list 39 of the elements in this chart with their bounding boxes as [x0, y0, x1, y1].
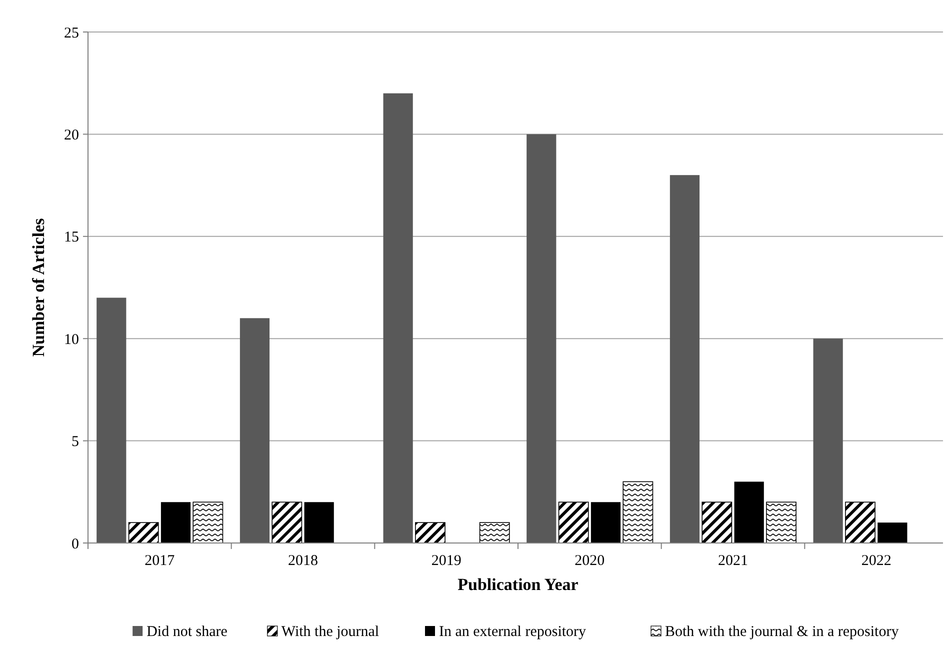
- y-tick-label: 10: [64, 332, 79, 348]
- bar: [479, 522, 510, 544]
- x-axis-title: Publication Year: [458, 575, 579, 594]
- bar: [813, 338, 843, 543]
- bar: [415, 522, 446, 544]
- bar: [96, 298, 126, 543]
- bar: [845, 502, 876, 544]
- x-tick-label: 2021: [718, 553, 748, 569]
- x-tick-label: 2022: [861, 553, 892, 569]
- y-tick-label: 0: [72, 536, 79, 552]
- bar: [878, 522, 908, 543]
- x-tick-label: 2020: [574, 553, 605, 569]
- bar: [304, 502, 334, 543]
- bar: [558, 502, 589, 544]
- bar: [702, 502, 732, 544]
- bar: [383, 93, 413, 543]
- legend-label: Both with the journal & in a repository: [665, 624, 900, 640]
- bar: [734, 482, 764, 543]
- bar: [766, 502, 796, 544]
- bar: [670, 175, 700, 543]
- bar: [160, 502, 191, 543]
- y-tick-label: 20: [64, 127, 79, 144]
- bar: [622, 481, 654, 544]
- bar: [590, 502, 621, 543]
- legend-label: In an external repository: [439, 624, 587, 640]
- bar: [272, 502, 302, 544]
- bar: [192, 502, 224, 544]
- x-tick-label: 2018: [288, 553, 318, 569]
- y-axis-title: Number of Articles: [29, 218, 48, 357]
- legend-label: Did not share: [146, 624, 228, 640]
- y-tick-label: 25: [64, 25, 79, 42]
- x-tick-label: 2017: [144, 553, 176, 569]
- bar: [240, 318, 270, 543]
- legend-label: With the journal: [281, 624, 380, 640]
- y-tick-label: 15: [64, 230, 79, 246]
- x-tick-label: 2019: [431, 553, 462, 569]
- y-tick-label: 5: [72, 434, 79, 450]
- bar: [526, 134, 556, 543]
- bar: [128, 522, 159, 544]
